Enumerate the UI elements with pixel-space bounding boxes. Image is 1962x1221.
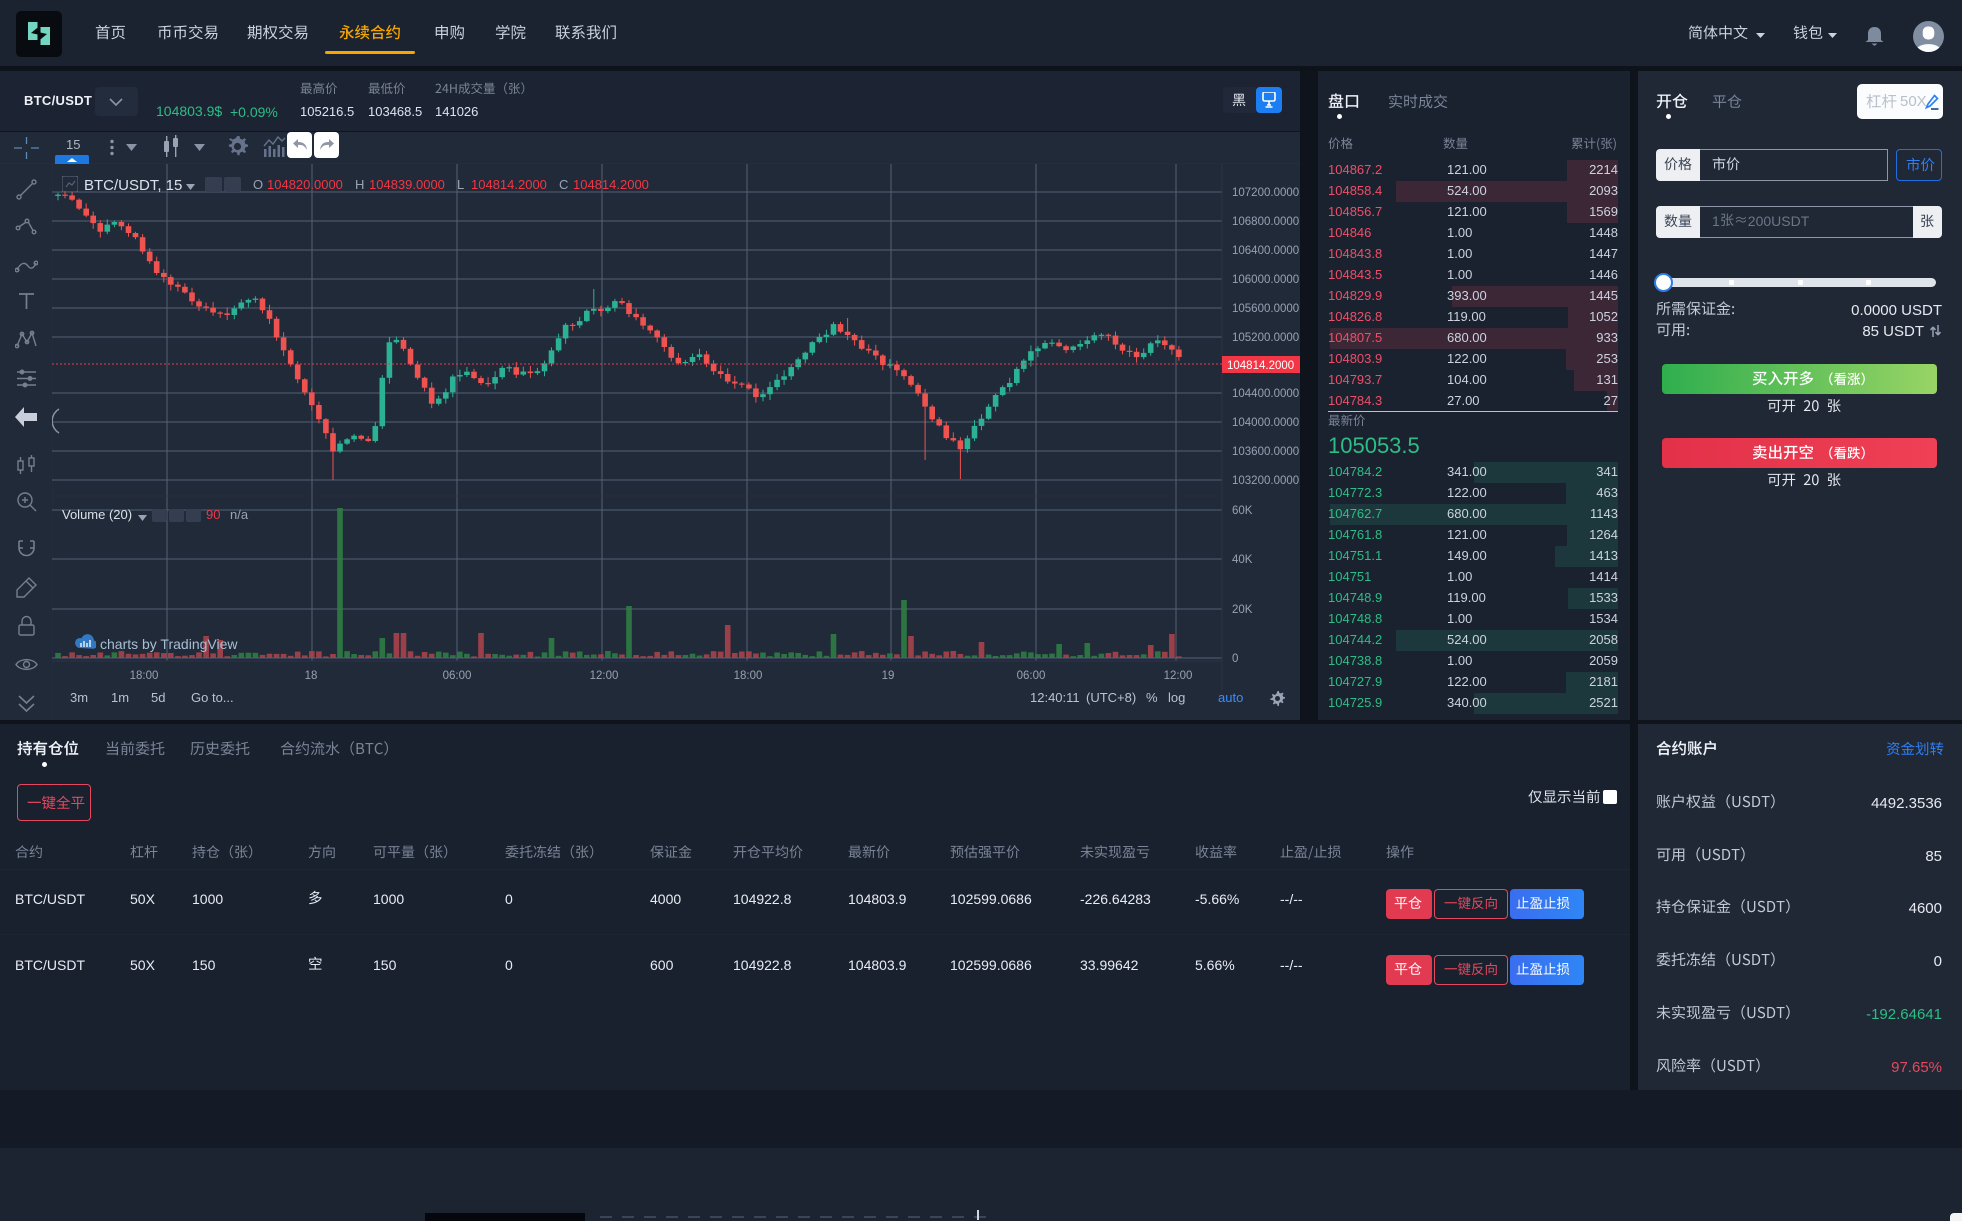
svg-text:106800.0000: 106800.0000 bbox=[1232, 216, 1299, 228]
svg-text:104814.2000: 104814.2000 bbox=[1227, 360, 1294, 372]
svg-text:20K: 20K bbox=[1232, 604, 1253, 616]
svg-text:103200.0000: 103200.0000 bbox=[1232, 475, 1299, 487]
svg-text:12:00: 12:00 bbox=[1164, 670, 1193, 682]
svg-text:19: 19 bbox=[882, 670, 895, 682]
svg-text:18:00: 18:00 bbox=[734, 670, 763, 682]
svg-text:104000.0000: 104000.0000 bbox=[1232, 417, 1299, 429]
svg-text:06:00: 06:00 bbox=[443, 670, 472, 682]
svg-text:105200.0000: 105200.0000 bbox=[1232, 332, 1299, 344]
svg-text:40K: 40K bbox=[1232, 554, 1253, 566]
svg-text:105600.0000: 105600.0000 bbox=[1232, 303, 1299, 315]
svg-text:12:00: 12:00 bbox=[590, 670, 619, 682]
svg-text:106000.0000: 106000.0000 bbox=[1232, 274, 1299, 286]
svg-text:18:00: 18:00 bbox=[130, 670, 159, 682]
svg-text:60K: 60K bbox=[1232, 505, 1253, 517]
svg-text:103600.0000: 103600.0000 bbox=[1232, 446, 1299, 458]
svg-text:107200.0000: 107200.0000 bbox=[1232, 187, 1299, 199]
svg-text:0: 0 bbox=[1232, 653, 1238, 665]
svg-text:06:00: 06:00 bbox=[1017, 670, 1046, 682]
svg-text:18: 18 bbox=[305, 670, 318, 682]
svg-text:104400.0000: 104400.0000 bbox=[1232, 388, 1299, 400]
svg-text:106400.0000: 106400.0000 bbox=[1232, 245, 1299, 257]
